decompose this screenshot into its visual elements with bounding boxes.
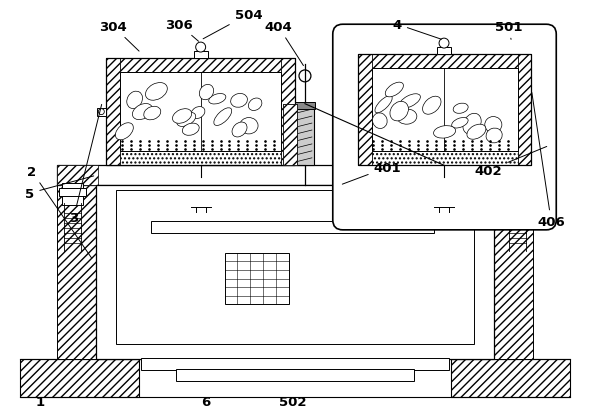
Bar [106,59,120,166]
Bar [96,186,494,359]
Bar [194,52,208,59]
Text: 504: 504 [203,9,262,40]
Ellipse shape [199,85,213,100]
Ellipse shape [434,126,456,139]
Ellipse shape [397,110,417,125]
Ellipse shape [145,83,167,101]
Ellipse shape [177,113,196,127]
Bar [281,59,295,166]
Bar [106,59,295,166]
Ellipse shape [191,107,205,119]
Ellipse shape [485,117,502,133]
Bar [504,189,532,197]
Ellipse shape [171,177,230,191]
Ellipse shape [231,94,248,108]
Ellipse shape [451,118,468,129]
Bar [224,253,289,305]
Ellipse shape [399,95,420,109]
Bar [358,55,532,166]
Ellipse shape [127,92,142,109]
Bar [141,358,449,370]
Text: 401: 401 [342,161,401,185]
Ellipse shape [423,97,441,115]
Bar [494,186,533,359]
Bar [492,166,533,186]
Ellipse shape [390,102,408,121]
Ellipse shape [467,125,486,140]
Text: 6: 6 [201,395,210,408]
Bar [296,104,314,166]
Bar [97,108,106,116]
Text: 502: 502 [279,395,307,408]
Ellipse shape [214,109,232,126]
Ellipse shape [373,114,387,129]
Text: 501: 501 [495,21,522,40]
Bar [62,184,84,206]
Bar [106,59,295,73]
Text: 306: 306 [165,19,199,42]
Ellipse shape [172,109,191,124]
Bar [57,166,98,186]
Circle shape [196,43,206,53]
Text: 1: 1 [35,395,44,408]
Ellipse shape [414,177,474,191]
Bar [295,102,315,109]
Ellipse shape [486,129,502,144]
Ellipse shape [385,83,404,97]
Circle shape [439,39,449,49]
Ellipse shape [182,124,199,136]
Bar [57,186,96,359]
Bar [358,152,532,166]
Ellipse shape [248,99,262,111]
Bar [371,69,517,152]
Text: 2: 2 [28,165,92,259]
Bar [151,221,434,233]
Bar [283,104,297,166]
Ellipse shape [132,104,152,120]
Circle shape [98,109,104,115]
Bar [517,55,532,166]
Bar [358,55,532,69]
Ellipse shape [209,94,226,105]
Bar [283,104,297,166]
Bar [120,73,281,152]
Text: 3: 3 [69,105,102,225]
Ellipse shape [463,114,481,135]
FancyBboxPatch shape [332,25,556,230]
Bar [20,359,139,397]
Bar [358,55,371,166]
Bar [507,184,529,206]
Ellipse shape [232,123,247,138]
Text: 404: 404 [264,21,303,66]
Text: 406: 406 [532,93,565,229]
Bar [116,191,474,344]
Ellipse shape [240,118,258,135]
Ellipse shape [144,107,161,121]
Text: 402: 402 [475,147,547,177]
Bar [106,152,295,166]
Text: 304: 304 [99,21,139,52]
Bar [451,359,570,397]
Text: 4: 4 [393,19,441,40]
Bar [176,369,414,381]
Ellipse shape [375,96,392,114]
Ellipse shape [453,104,468,114]
Ellipse shape [115,123,133,140]
Text: 5: 5 [25,176,94,200]
Bar [437,48,451,55]
Bar [57,166,533,186]
Bar [59,189,87,197]
